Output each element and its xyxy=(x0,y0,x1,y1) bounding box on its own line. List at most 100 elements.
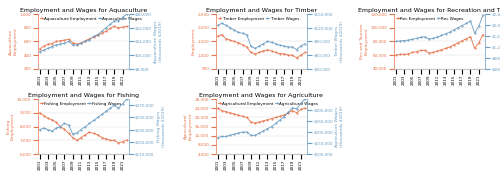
Aquaculture Wages xyxy=(90,35,96,37)
Agricultural Employment xyxy=(236,114,242,116)
Agricultural Employment xyxy=(219,110,225,112)
Rec Wages xyxy=(438,34,444,36)
Y-axis label: Agriculture Wages
(thousands $2019): Agriculture Wages (thousands $2019) xyxy=(335,106,344,147)
Aquaculture Wages xyxy=(53,44,59,46)
Title: Employment and Wages for Timber: Employment and Wages for Timber xyxy=(206,8,317,13)
Rec Employment xyxy=(459,40,465,42)
Rec Employment xyxy=(426,52,432,54)
Agricultural Employment xyxy=(294,112,300,114)
Rec Wages xyxy=(422,36,428,38)
Y-axis label: Fishing Wages
(thousands $2019): Fishing Wages (thousands $2019) xyxy=(157,106,166,147)
Aquaculture Wages xyxy=(99,30,105,32)
Timber Wages xyxy=(294,49,300,51)
Timber Wages xyxy=(290,46,296,48)
Agricultural Employment xyxy=(256,121,262,123)
Fishing Wages xyxy=(107,107,113,109)
Fishing Employment xyxy=(86,131,92,133)
Agricultural Wages xyxy=(223,135,229,138)
Rec Wages xyxy=(397,40,403,42)
Fishing Employment xyxy=(40,114,46,117)
Aquaculture Employment xyxy=(120,26,126,28)
Timber Wages xyxy=(281,45,287,47)
Aquaculture Wages xyxy=(66,40,71,43)
Fishing Employment xyxy=(82,134,88,136)
Line: Rec Wages: Rec Wages xyxy=(396,15,484,42)
Fishing Employment xyxy=(94,134,100,136)
Fishing Wages xyxy=(94,116,100,118)
Fishing Wages xyxy=(99,113,105,115)
Y-axis label: Aquaculture Wages
(thousands $2019): Aquaculture Wages (thousands $2019) xyxy=(154,20,163,63)
Timber Employment xyxy=(227,39,233,41)
Timber Wages xyxy=(252,47,258,49)
Line: Aquaculture Wages: Aquaculture Wages xyxy=(39,14,127,52)
Fishing Wages xyxy=(86,122,92,125)
Agricultural Wages xyxy=(240,131,246,133)
Timber Wages xyxy=(256,45,262,47)
Fishing Employment xyxy=(49,119,55,121)
Fishing Employment xyxy=(107,139,113,141)
Y-axis label: Aquaculture
Employment: Aquaculture Employment xyxy=(9,28,18,55)
Agricultural Employment xyxy=(248,121,254,123)
Agricultural Employment xyxy=(214,107,220,109)
Agricultural Wages xyxy=(252,134,258,136)
Fishing Wages xyxy=(78,129,84,131)
Rec Wages xyxy=(451,29,457,31)
Aquaculture Employment xyxy=(58,40,64,42)
Timber Employment xyxy=(240,44,246,46)
Rec Wages xyxy=(426,38,432,40)
Agricultural Employment xyxy=(252,122,258,124)
Legend: Agricultural Employment, Agricultural Wages: Agricultural Employment, Agricultural Wa… xyxy=(218,101,318,106)
Y-axis label: Timber Wages
(thousands $2019): Timber Wages (thousands $2019) xyxy=(334,21,344,62)
Timber Employment xyxy=(285,54,291,56)
Timber Employment xyxy=(232,40,237,43)
Rec Wages xyxy=(392,40,398,43)
Agricultural Wages xyxy=(219,135,225,138)
Timber Employment xyxy=(248,51,254,54)
Aquaculture Employment xyxy=(70,42,76,44)
Aquaculture Wages xyxy=(45,47,51,49)
Timber Wages xyxy=(244,34,250,36)
Timber Employment xyxy=(302,51,308,54)
Aquaculture Employment xyxy=(36,48,43,50)
Agricultural Employment xyxy=(290,110,296,112)
Agricultural Employment xyxy=(223,111,229,113)
Title: Employment and Wages for Fishing: Employment and Wages for Fishing xyxy=(28,93,138,98)
Aquaculture Employment xyxy=(86,38,92,40)
Rec Wages xyxy=(430,37,436,40)
Timber Employment xyxy=(290,54,296,56)
Y-axis label: Rec and Tourism
Employment: Rec and Tourism Employment xyxy=(360,24,368,59)
Fishing Employment xyxy=(116,142,121,144)
Timber Employment xyxy=(281,53,287,55)
Fishing Employment xyxy=(78,136,84,139)
Aquaculture Wages xyxy=(62,42,68,44)
Timber Wages xyxy=(248,45,254,47)
Rec Wages xyxy=(459,25,465,27)
Timber Employment xyxy=(236,42,242,44)
Aquaculture Employment xyxy=(116,27,121,29)
Rec Wages xyxy=(414,37,420,40)
Rec Employment xyxy=(410,51,416,54)
Fishing Wages xyxy=(70,133,76,135)
Rec Wages xyxy=(442,33,448,35)
Agricultural Wages xyxy=(298,102,304,104)
Aquaculture Employment xyxy=(53,40,59,43)
Timber Employment xyxy=(264,49,270,51)
Agricultural Wages xyxy=(264,128,270,130)
Timber Wages xyxy=(302,43,308,45)
Rec Wages xyxy=(418,36,424,38)
Timber Employment xyxy=(223,38,229,40)
Agricultural Employment xyxy=(268,117,274,120)
Timber Employment xyxy=(244,46,250,48)
Fishing Employment xyxy=(36,112,43,114)
Fishing Wages xyxy=(40,127,46,129)
Aquaculture Employment xyxy=(66,38,71,40)
Timber Wages xyxy=(264,40,270,43)
Aquaculture Employment xyxy=(49,43,55,45)
Fishing Employment xyxy=(99,136,105,139)
Rec Employment xyxy=(451,44,457,46)
Legend: Fishing Employment, Fishing Wages: Fishing Employment, Fishing Wages xyxy=(40,101,121,106)
Aquaculture Wages xyxy=(107,23,113,25)
Timber Employment xyxy=(273,51,279,54)
Fishing Wages xyxy=(120,103,126,105)
Fishing Employment xyxy=(70,136,76,139)
